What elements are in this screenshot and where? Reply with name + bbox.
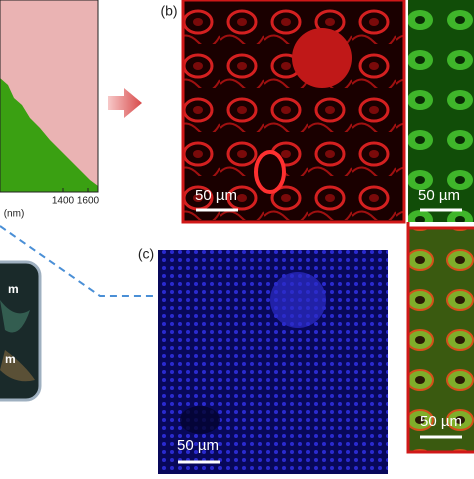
red-image: 50 µm bbox=[181, 0, 406, 224]
blue-image: 50 µm bbox=[158, 250, 388, 474]
scale-bar-label: 50 µm bbox=[420, 413, 462, 430]
image-label: m bbox=[5, 352, 16, 366]
scale-bar-label: 50 µm bbox=[418, 187, 460, 204]
plot-frame bbox=[0, 0, 99, 193]
connector bbox=[0, 225, 156, 297]
spectrum-area bbox=[0, 78, 98, 192]
spectrum-panel: 1400 1600 (nm) bbox=[0, 0, 100, 220]
panel-label: (c) bbox=[138, 246, 154, 262]
endoscope-image: m m bbox=[0, 260, 42, 402]
scale-bar-label: 50 µm bbox=[177, 437, 219, 454]
arrow bbox=[108, 88, 142, 118]
axis-unit: (nm) bbox=[4, 209, 25, 220]
green-image: 50 µm bbox=[408, 0, 474, 222]
tick-label: 1600 bbox=[77, 196, 100, 207]
scale-bar-label: 50 µm bbox=[195, 187, 237, 204]
merged-image: 50 µm bbox=[406, 222, 474, 454]
image-label: m bbox=[8, 282, 19, 296]
tick-label: 1400 bbox=[52, 196, 75, 207]
panel-label: (b) bbox=[160, 3, 177, 19]
